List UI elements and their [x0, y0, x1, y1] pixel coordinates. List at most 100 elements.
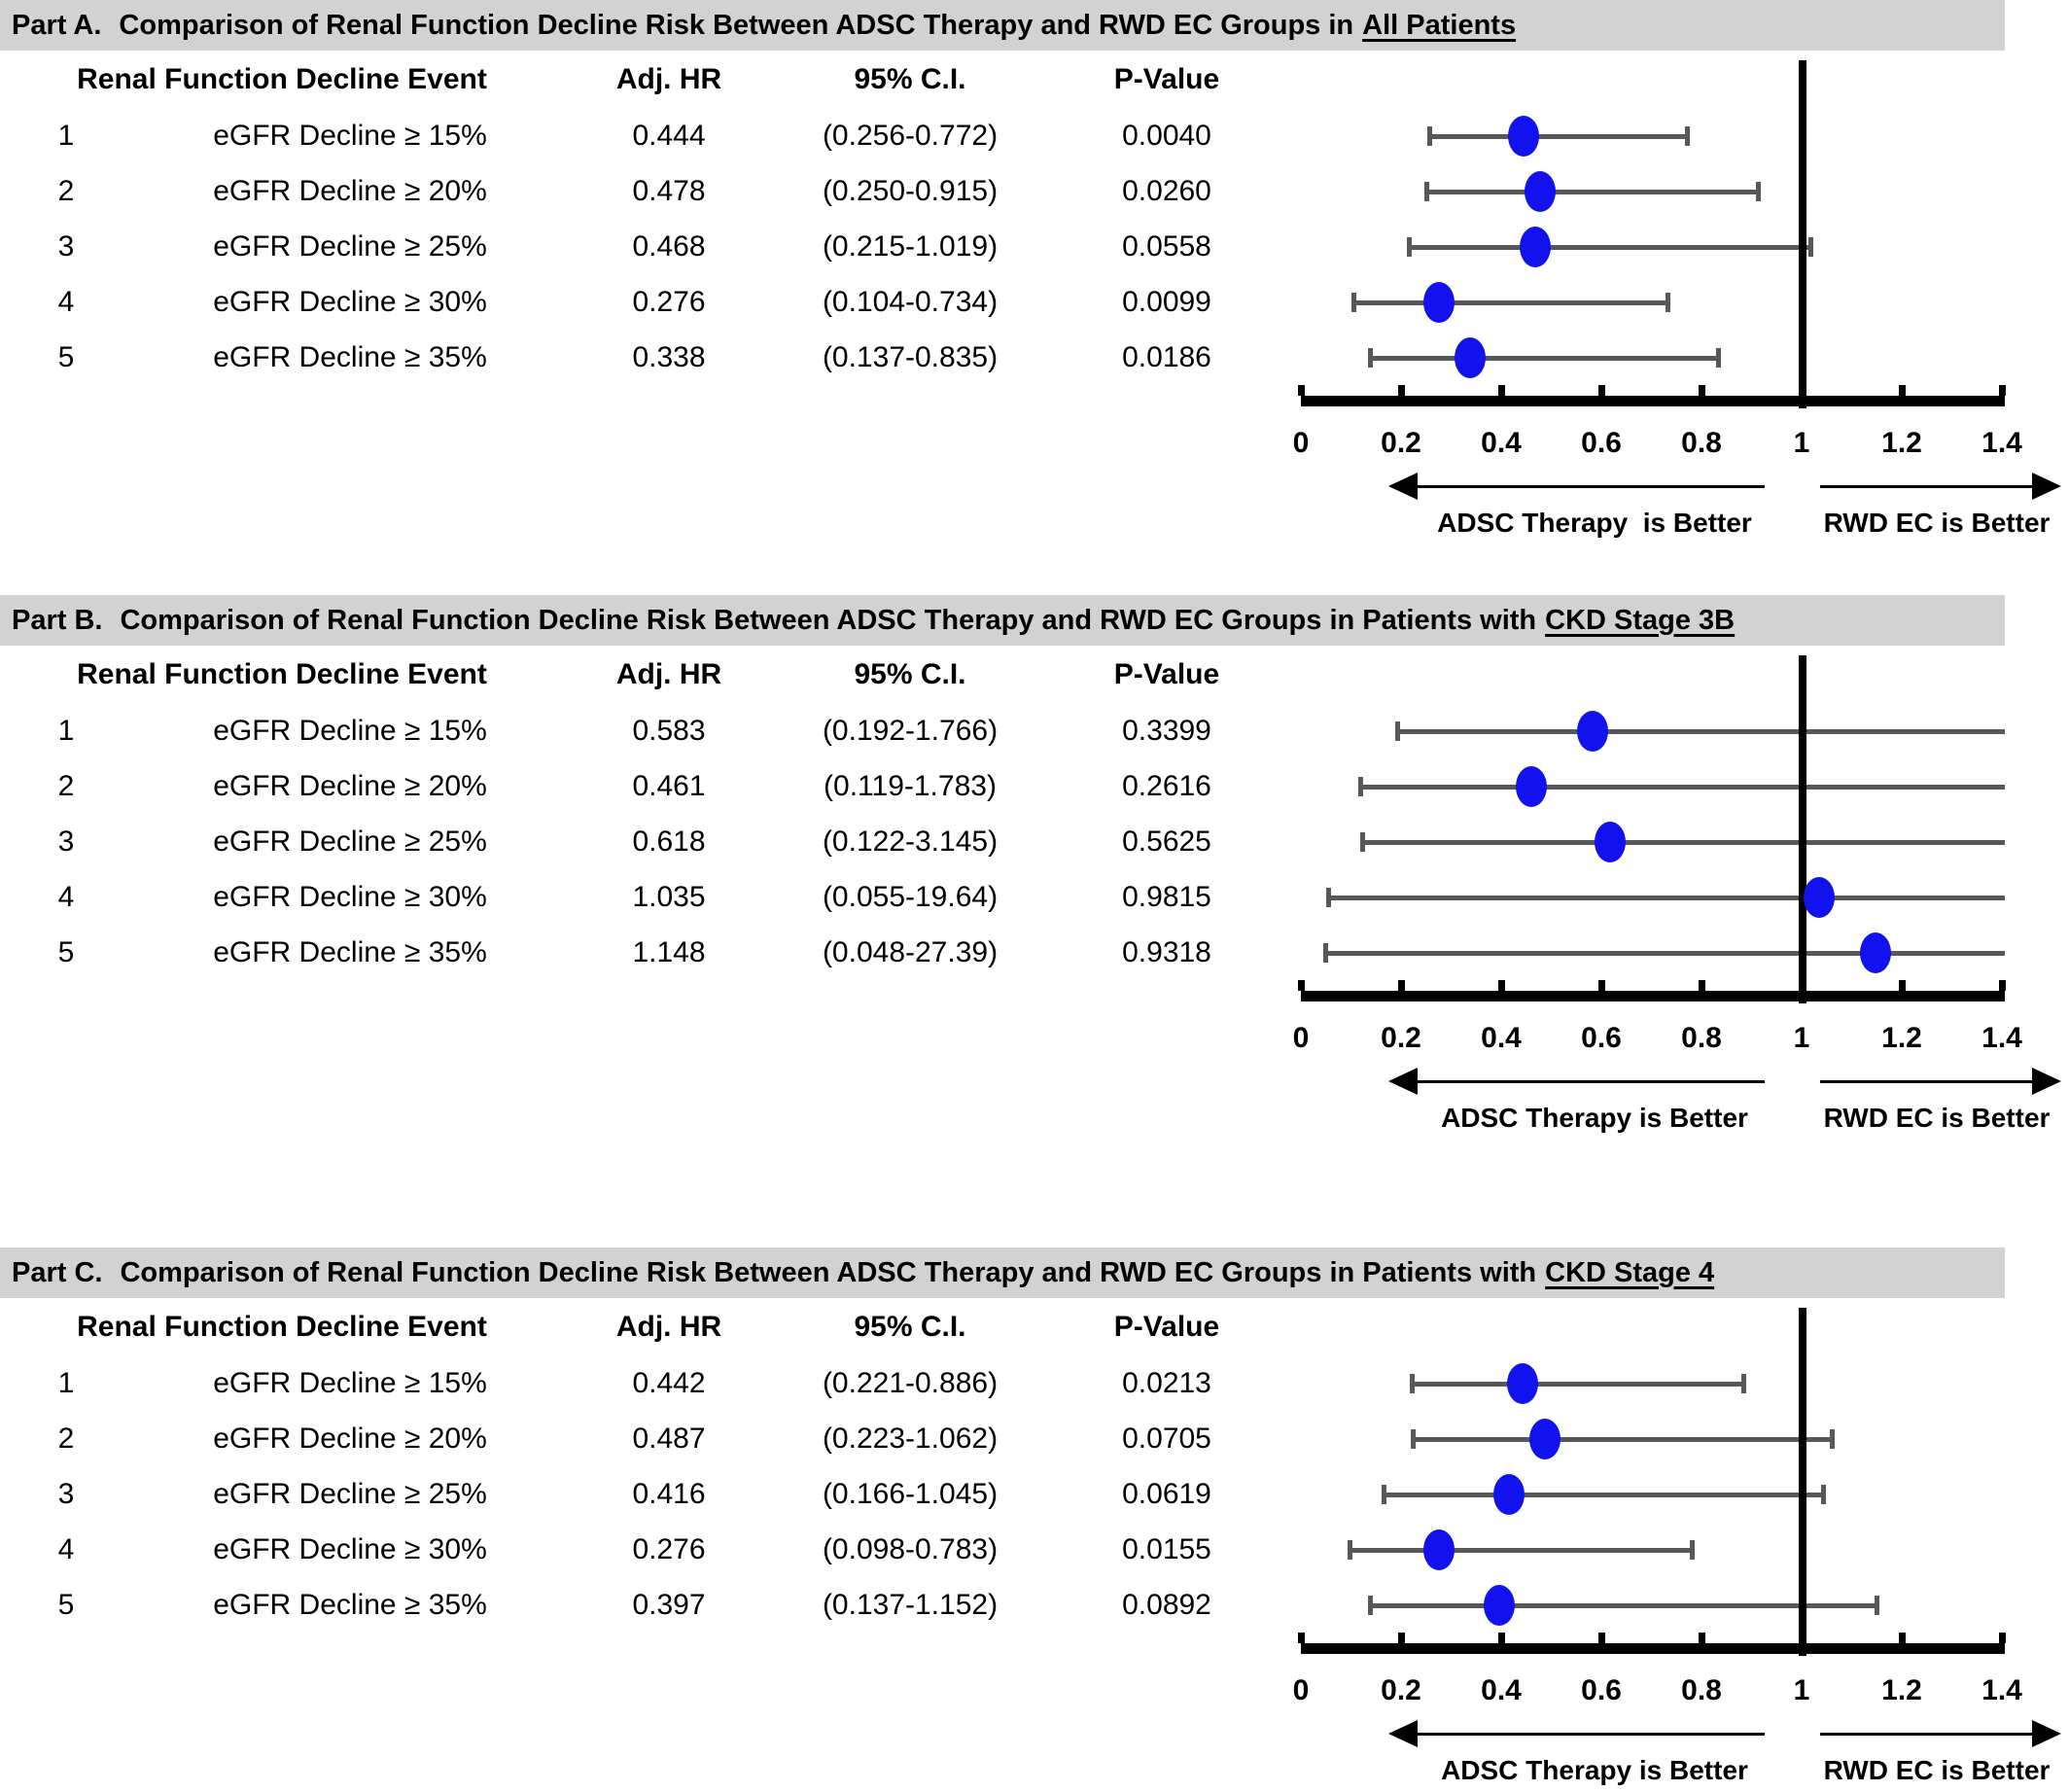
rwd-better-label: RWD EC is Better — [1823, 1103, 2051, 1133]
row-event-label: eGFR Decline ≥ 15% — [213, 1367, 487, 1399]
row-p-value: 0.0099 — [1122, 286, 1211, 318]
x-axis-tick-label: 1.2 — [1881, 1674, 1922, 1706]
row-event-label: eGFR Decline ≥ 20% — [213, 1423, 487, 1455]
row-event-label: eGFR Decline ≥ 15% — [213, 715, 487, 747]
row-p-value: 0.0619 — [1122, 1478, 1211, 1510]
rwd-better-label: RWD EC is Better — [1823, 508, 2051, 538]
x-axis-tick — [1398, 1633, 1405, 1643]
ci-cap-left — [1382, 1485, 1387, 1504]
x-axis-tick — [1398, 980, 1405, 991]
reference-line — [1799, 1308, 1806, 1656]
row-hr-value: 1.148 — [632, 936, 706, 968]
row-p-value: 0.0892 — [1122, 1589, 1211, 1621]
ci-bar — [1352, 300, 1668, 305]
rwd-better-arrow — [1820, 1068, 2061, 1095]
hr-dot — [1423, 1529, 1455, 1570]
x-axis-tick-label: 0.2 — [1381, 427, 1421, 459]
row-hr-value: 0.276 — [632, 1533, 706, 1565]
row-number: 5 — [57, 936, 75, 968]
row-p-value: 0.2616 — [1122, 770, 1211, 802]
rwd-better-label: RWD EC is Better — [1823, 1755, 2051, 1785]
row-number: 4 — [57, 1533, 75, 1565]
ci-cap-left — [1394, 721, 1400, 741]
column-header-hr: Adj. HR — [615, 658, 722, 690]
row-ci-value: (0.256-0.772) — [822, 120, 999, 152]
arrowhead-right-icon — [2032, 473, 2061, 500]
ci-bar — [1328, 896, 2005, 900]
ci-bar — [1425, 190, 1760, 194]
adsc-better-label: ADSC Therapy is Better — [1437, 508, 1752, 538]
row-hr-value: 0.618 — [632, 826, 706, 858]
ci-cap-right — [1756, 182, 1762, 201]
hr-dot — [1525, 171, 1557, 212]
part-title-text: Comparison of Renal Function Decline Ris… — [120, 1256, 1537, 1288]
row-ci-value: (0.055-19.64) — [822, 881, 999, 913]
x-axis-tick-label: 1 — [1793, 427, 1810, 459]
row-event-label: eGFR Decline ≥ 30% — [213, 286, 487, 318]
part-title-band: Part A. Comparison of Renal Function Decl… — [0, 0, 2005, 51]
x-axis-tick — [1598, 385, 1605, 396]
x-axis-tick-label: 0.8 — [1681, 1022, 1722, 1054]
row-ci-value: (0.137-0.835) — [822, 341, 999, 373]
x-axis-tick — [1598, 980, 1605, 991]
adsc-arrow-shaft — [1412, 485, 1765, 488]
row-ci-value: (0.223-1.062) — [822, 1423, 999, 1455]
ci-bar — [1361, 840, 2005, 845]
x-axis-tick — [1498, 385, 1505, 396]
x-axis-tick — [1498, 1633, 1505, 1643]
row-number: 2 — [57, 175, 75, 207]
rwd-arrow-shaft — [1820, 485, 2038, 488]
ci-cap-left — [1326, 888, 1332, 907]
x-axis-tick — [1999, 1633, 2006, 1643]
row-ci-value: (0.137-1.152) — [822, 1589, 999, 1621]
x-axis-tick-label: 0.6 — [1581, 427, 1622, 459]
row-number: 3 — [57, 826, 75, 858]
column-header-ci: 95% C.I. — [854, 63, 966, 95]
column-header-event: Renal Function Decline Event — [77, 63, 487, 95]
part-title-prefix: Part B. — [12, 604, 103, 636]
row-p-value: 0.0186 — [1122, 341, 1211, 373]
row-event-label: eGFR Decline ≥ 20% — [213, 770, 487, 802]
ci-cap-left — [1426, 126, 1432, 146]
x-axis-tick — [1899, 980, 1906, 991]
part-title-underlined: CKD Stage 3B — [1545, 604, 1736, 636]
x-axis-tick-label: 0 — [1292, 1022, 1310, 1054]
row-hr-value: 0.487 — [632, 1423, 706, 1455]
column-header-event: Renal Function Decline Event — [77, 1311, 487, 1343]
x-axis-tick-label: 1.4 — [1981, 1674, 2022, 1706]
part-title-prefix: Part A. — [12, 9, 102, 41]
part-title-band: Part B. Comparison of Renal Function Decl… — [0, 595, 2005, 646]
hr-dot — [1520, 227, 1552, 267]
row-p-value: 0.0705 — [1122, 1423, 1211, 1455]
row-ci-value: (0.098-0.783) — [822, 1533, 999, 1565]
row-event-label: eGFR Decline ≥ 20% — [213, 175, 487, 207]
ci-bar — [1428, 134, 1688, 139]
x-axis-tick — [1799, 385, 1806, 396]
x-axis-bar — [1301, 396, 2005, 406]
hr-dot — [1493, 1474, 1525, 1515]
row-number: 5 — [57, 341, 75, 373]
row-hr-value: 0.461 — [632, 770, 706, 802]
ci-cap-left — [1406, 237, 1412, 257]
row-event-label: eGFR Decline ≥ 35% — [213, 936, 487, 968]
row-event-label: eGFR Decline ≥ 30% — [213, 881, 487, 913]
part-section-partA: Part A. Comparison of Renal Function Decl… — [0, 0, 2069, 545]
x-axis-tick — [1298, 980, 1305, 991]
row-p-value: 0.9318 — [1122, 936, 1211, 968]
row-number: 4 — [57, 286, 75, 318]
row-ci-value: (0.221-0.886) — [822, 1367, 999, 1399]
ci-cap-right — [1690, 1540, 1696, 1560]
hr-dot — [1516, 766, 1548, 807]
part-title-underlined: CKD Stage 4 — [1545, 1256, 1715, 1288]
ci-cap-right — [1829, 1429, 1835, 1449]
x-axis-tick — [1899, 385, 1906, 396]
x-axis-tick — [1498, 980, 1505, 991]
ci-cap-left — [1348, 1540, 1353, 1560]
row-hr-value: 0.478 — [632, 175, 706, 207]
hr-dot — [1860, 932, 1892, 973]
row-hr-value: 1.035 — [632, 881, 706, 913]
x-axis-tick-label: 1 — [1793, 1022, 1810, 1054]
ci-cap-right — [1875, 1596, 1880, 1615]
x-axis-tick — [1999, 980, 2006, 991]
row-hr-value: 0.444 — [632, 120, 706, 152]
